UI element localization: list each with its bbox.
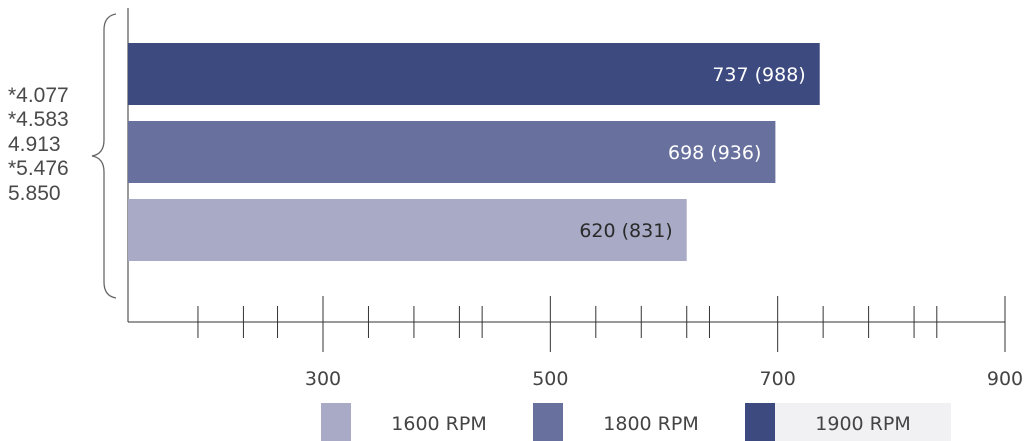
legend-item-background	[775, 403, 951, 441]
gear-ratio-5: 5.850	[8, 181, 61, 205]
x-tick-label: 300	[305, 368, 341, 390]
gear-ratio-2: *4.583	[8, 108, 69, 132]
bar-value-label: 737 (988)	[712, 64, 805, 86]
legend-swatch	[745, 403, 775, 441]
legend-label: 1600 RPM	[391, 413, 486, 435]
bar-1600-rpm	[128, 199, 687, 261]
bar-1800-rpm	[128, 121, 776, 183]
x-tick-label: 700	[760, 368, 796, 390]
x-tick-label: 500	[532, 368, 568, 390]
legend-item-background	[351, 403, 527, 441]
gear-ratio-3: 4.913	[8, 132, 61, 156]
bar-value-label: 698 (936)	[668, 142, 761, 164]
legend-label: 1800 RPM	[603, 413, 698, 435]
gear-ratio-4: *5.476	[8, 157, 69, 181]
ratio-brace	[91, 13, 117, 299]
bar-1900-rpm	[128, 43, 820, 105]
legend-swatch	[533, 403, 563, 441]
legend-label: 1900 RPM	[815, 413, 910, 435]
bar-value-label: 620 (831)	[579, 220, 672, 242]
gear-ratio-list: *4.077 *4.583 4.913 *5.476 5.850	[8, 84, 98, 206]
x-tick-label: 900	[987, 368, 1023, 390]
legend-item-background	[563, 403, 739, 441]
gear-ratio-1: *4.077	[8, 84, 69, 107]
legend-swatch	[321, 403, 351, 441]
